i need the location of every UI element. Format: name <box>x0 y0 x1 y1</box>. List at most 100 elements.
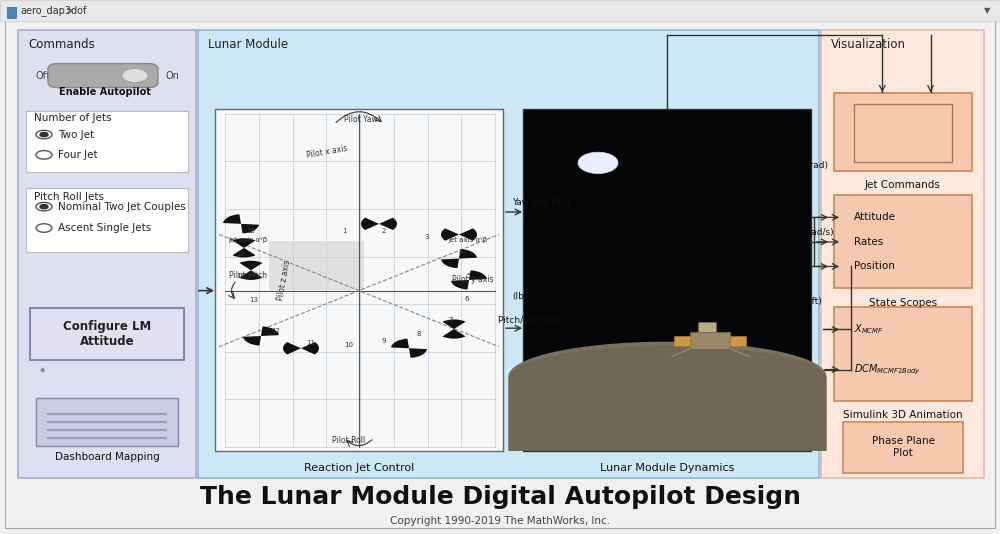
Text: Four Jet: Four Jet <box>58 150 98 160</box>
Text: (rad): (rad) <box>806 161 828 170</box>
Text: Jet axis αʸβ: Jet axis αʸβ <box>228 237 267 243</box>
Bar <box>690 332 730 349</box>
Text: 1: 1 <box>342 228 346 234</box>
Wedge shape <box>243 336 261 345</box>
Bar <box>843 422 963 473</box>
Text: Visualization: Visualization <box>831 38 906 51</box>
Text: Pilot Pitch: Pilot Pitch <box>229 271 267 280</box>
Circle shape <box>36 130 52 139</box>
Text: Pilot z axis: Pilot z axis <box>276 260 292 301</box>
Bar <box>821 30 984 478</box>
Text: 15: 15 <box>247 228 255 234</box>
Text: 6: 6 <box>465 296 469 302</box>
Text: ▼: ▼ <box>984 6 990 15</box>
Circle shape <box>40 205 48 209</box>
Text: Commands: Commands <box>28 38 95 51</box>
Bar <box>36 398 178 446</box>
Text: 11: 11 <box>306 340 316 346</box>
Text: Jet Commands: Jet Commands <box>865 180 941 191</box>
Circle shape <box>36 151 52 159</box>
Bar <box>526 111 808 450</box>
Text: Jet axis αʸβ: Jet axis αʸβ <box>449 237 488 243</box>
Wedge shape <box>239 270 263 280</box>
Text: Two Jet: Two Jet <box>58 130 94 139</box>
Text: State Scopes: State Scopes <box>869 298 937 308</box>
Text: 12: 12 <box>272 328 280 334</box>
Text: 4: 4 <box>459 249 463 255</box>
Circle shape <box>36 224 52 232</box>
Text: Pilot Yaw: Pilot Yaw <box>344 115 378 124</box>
Wedge shape <box>459 249 477 258</box>
Text: Enable Autopilot: Enable Autopilot <box>59 87 151 97</box>
Text: ◆: ◆ <box>40 367 45 373</box>
Circle shape <box>122 69 148 83</box>
Text: (ft): (ft) <box>808 297 822 306</box>
Text: 2: 2 <box>382 228 386 234</box>
Bar <box>26 111 188 172</box>
Wedge shape <box>409 348 427 358</box>
Bar <box>215 109 503 451</box>
Text: Nominal Two Jet Couples: Nominal Two Jet Couples <box>58 202 186 211</box>
Text: 13: 13 <box>250 297 258 303</box>
Bar <box>834 93 972 171</box>
Text: 10: 10 <box>344 342 354 348</box>
Wedge shape <box>261 326 279 336</box>
Bar <box>854 104 952 162</box>
Text: $X_{MCMF}$: $X_{MCMF}$ <box>854 323 884 336</box>
Wedge shape <box>361 218 379 230</box>
Circle shape <box>40 132 48 137</box>
Bar <box>7 7 16 18</box>
Text: Pitch Roll Jets: Pitch Roll Jets <box>34 192 104 202</box>
Text: Configure LM
Attitude: Configure LM Attitude <box>63 320 151 348</box>
Bar <box>269 241 364 289</box>
Wedge shape <box>442 329 466 339</box>
Wedge shape <box>301 342 319 355</box>
Bar <box>18 30 196 478</box>
Text: Pilot y axis: Pilot y axis <box>452 276 493 285</box>
Text: (lbₙ): (lbₙ) <box>512 292 531 301</box>
Text: $DCM_{MCMF2Body}$: $DCM_{MCMF2Body}$ <box>854 363 921 376</box>
Text: (rad/s): (rad/s) <box>804 228 834 237</box>
Text: Reaction Jet Control: Reaction Jet Control <box>304 463 414 473</box>
Wedge shape <box>223 214 241 224</box>
Text: 7: 7 <box>449 317 453 323</box>
Text: Simulink 3D Animation: Simulink 3D Animation <box>843 410 963 420</box>
FancyBboxPatch shape <box>48 64 158 88</box>
Text: Phase Plane
Plot: Phase Plane Plot <box>872 436 934 458</box>
Wedge shape <box>451 280 469 289</box>
Wedge shape <box>239 261 263 270</box>
Text: Ascent Single Jets: Ascent Single Jets <box>58 223 151 233</box>
Text: Off: Off <box>36 71 50 81</box>
Wedge shape <box>232 248 256 257</box>
Text: 5: 5 <box>467 273 471 279</box>
Wedge shape <box>441 229 459 241</box>
Text: 16: 16 <box>237 252 246 257</box>
Bar <box>674 336 690 346</box>
Wedge shape <box>391 339 409 348</box>
Bar <box>730 336 746 346</box>
Text: Lunar Module: Lunar Module <box>208 38 288 51</box>
Bar <box>834 307 972 400</box>
Wedge shape <box>441 258 459 268</box>
Text: Yaw Jets (lbₙ): Yaw Jets (lbₙ) <box>512 199 570 207</box>
Bar <box>26 188 188 252</box>
Text: Lunar Module Dynamics: Lunar Module Dynamics <box>600 463 734 473</box>
Wedge shape <box>459 229 477 241</box>
Circle shape <box>578 152 618 174</box>
Bar <box>834 195 972 288</box>
Wedge shape <box>379 218 397 230</box>
Circle shape <box>36 202 52 211</box>
Bar <box>30 308 184 360</box>
Text: Number of Jets: Number of Jets <box>34 113 112 123</box>
Text: 3: 3 <box>425 234 429 240</box>
Bar <box>698 322 716 332</box>
Text: The Lunar Module Digital Autopilot Design: The Lunar Module Digital Autopilot Desig… <box>200 485 800 508</box>
Text: 8: 8 <box>417 332 421 337</box>
Text: On: On <box>166 71 180 81</box>
Text: 14: 14 <box>237 273 245 279</box>
Text: Pitch/Roll Jets: Pitch/Roll Jets <box>498 316 559 325</box>
Text: Pilot x axis: Pilot x axis <box>306 144 348 160</box>
Wedge shape <box>241 224 259 233</box>
Bar <box>0 0 1000 21</box>
Text: Copyright 1990-2019 The MathWorks, Inc.: Copyright 1990-2019 The MathWorks, Inc. <box>390 516 610 525</box>
